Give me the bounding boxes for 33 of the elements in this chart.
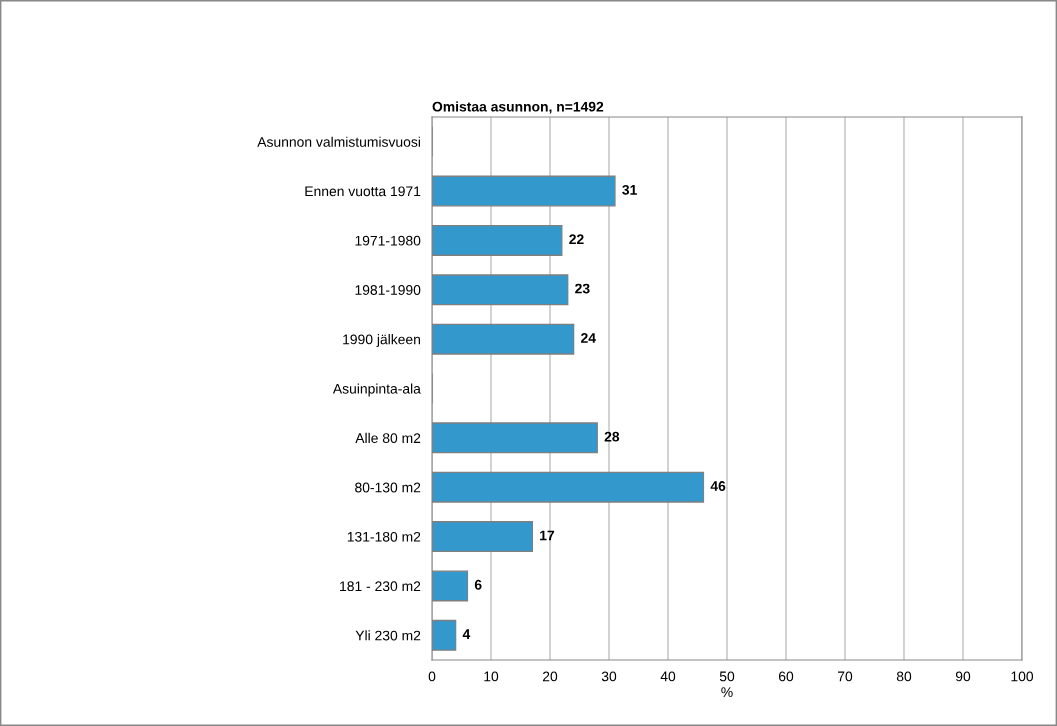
y-tick-label: 1990 jälkeen bbox=[343, 334, 420, 348]
data-label: 23 bbox=[575, 283, 590, 294]
data-label: 4 bbox=[462, 629, 471, 639]
y-tick-label: Ennen vuotta 1971 bbox=[305, 186, 421, 197]
y-tick-label: 1981-1990 bbox=[355, 285, 421, 295]
x-tick-label: 10 bbox=[484, 671, 499, 682]
y-tick-label: Yli 230 m2 bbox=[355, 630, 421, 641]
x-tick-label: 60 bbox=[778, 671, 794, 682]
y-tick-label: Asuinpinta-ala bbox=[332, 383, 421, 397]
y-tick-label: 181 - 230 m2 bbox=[340, 581, 421, 592]
data-label: 31 bbox=[622, 184, 637, 195]
data-label: 46 bbox=[710, 481, 726, 491]
y-tick-label: 80-130 m2 bbox=[355, 482, 421, 493]
x-tick-label: 100 bbox=[1011, 671, 1034, 682]
x-tick-label: 40 bbox=[660, 671, 676, 682]
y-tick-label: Alle 80 m2 bbox=[355, 432, 421, 444]
x-tick-label: 80 bbox=[896, 671, 912, 682]
data-label: 17 bbox=[540, 530, 555, 541]
x-tick-label: 30 bbox=[601, 671, 617, 682]
y-tick-label: 1971-1980 bbox=[355, 235, 421, 246]
data-label: 28 bbox=[604, 431, 620, 442]
x-tick-label: 50 bbox=[719, 671, 735, 682]
x-tick-label: 0 bbox=[428, 671, 436, 682]
data-label: 22 bbox=[569, 234, 584, 244]
y-tick-label: Asunnon valmistumisvuosi bbox=[257, 136, 420, 147]
chart-title: Omistaa asunnon, n=1492 bbox=[432, 101, 604, 114]
x-tick-label: 90 bbox=[955, 671, 971, 682]
x-tick-label: 70 bbox=[837, 671, 853, 682]
x-tick-label: 20 bbox=[542, 671, 558, 682]
x-axis-title: % bbox=[721, 687, 733, 697]
data-label: 6 bbox=[474, 579, 482, 590]
data-label: 24 bbox=[581, 333, 596, 343]
y-tick-label: 131-180 m2 bbox=[347, 531, 421, 542]
